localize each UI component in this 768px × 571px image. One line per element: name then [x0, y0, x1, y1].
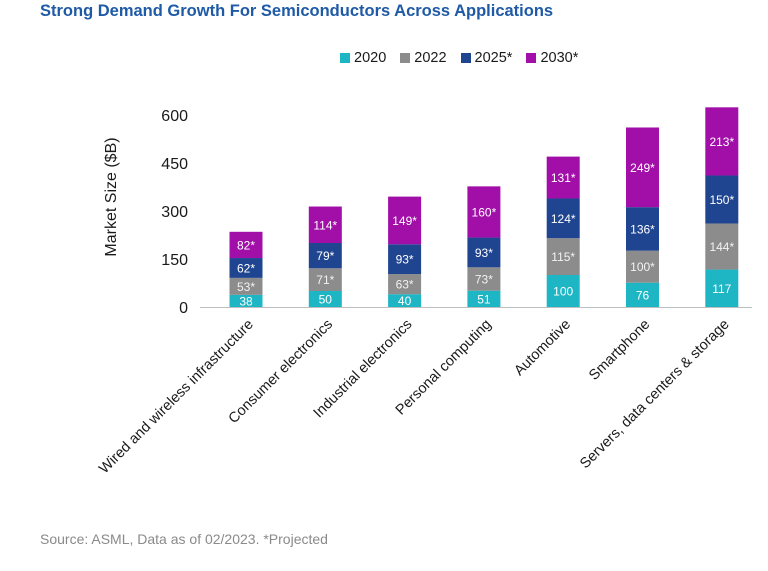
bar-segment-2022	[546, 238, 580, 275]
bar-segment-2020	[388, 294, 422, 307]
bar-segment-2020	[705, 269, 739, 307]
data-label: 73*	[475, 273, 493, 287]
legend-item-2020: 2020	[340, 50, 386, 66]
bar-segment-2022	[705, 223, 739, 270]
data-label: 82*	[237, 238, 255, 252]
bar-segment-2025	[546, 198, 580, 239]
bar-segment-2025	[308, 243, 342, 269]
data-label: 93*	[396, 253, 414, 267]
data-label: 79*	[316, 249, 334, 263]
data-label: 100*	[630, 260, 655, 274]
y-tick-label: 0	[179, 300, 188, 317]
legend-swatch-2020	[340, 53, 350, 63]
data-label: 136*	[630, 222, 655, 236]
data-label: 51	[477, 292, 491, 306]
x-tick-label: Wired and wireless infrastructure	[96, 317, 257, 478]
bar-segment-2025	[467, 237, 501, 268]
data-label: 144*	[709, 240, 734, 254]
x-tick-label: Servers, data centers & storage	[577, 317, 732, 472]
legend-label-2020: 2020	[354, 50, 387, 66]
data-label: 131*	[551, 171, 576, 185]
bar-segment-2030	[229, 231, 263, 259]
bar-segment-2030	[546, 156, 580, 199]
legend-item-2030: 2030*	[526, 50, 578, 66]
data-label: 117	[712, 282, 731, 296]
data-label: 160*	[472, 205, 497, 219]
data-label: 93*	[475, 246, 493, 260]
y-tick-label: 450	[161, 156, 188, 173]
legend-swatch-2022	[400, 53, 411, 63]
x-tick-label: Smartphone	[586, 317, 653, 384]
bar-segment-2025	[705, 175, 739, 224]
bar-segment-2025	[388, 244, 422, 275]
bar-segment-2025	[626, 207, 659, 251]
bar-segment-2022	[229, 277, 263, 295]
data-label: 63*	[396, 278, 414, 292]
bar-segment-2020	[626, 282, 659, 307]
bar-segment-2020	[467, 290, 501, 307]
data-label: 115*	[551, 250, 575, 264]
data-label: 124*	[551, 212, 576, 226]
y-tick-label: 150	[161, 252, 188, 269]
legend-label-2030: 2030*	[540, 50, 579, 66]
data-label: 53*	[237, 280, 255, 294]
legend-label-2022: 2022	[414, 50, 447, 66]
data-label: 213*	[709, 135, 734, 149]
data-label: 71*	[316, 273, 334, 287]
bar-segment-2020	[546, 275, 580, 307]
y-tick-label: 300	[161, 204, 188, 221]
bar-segment-2022	[467, 267, 501, 291]
data-label: 150*	[709, 193, 734, 207]
y-axis-label: Market Size ($B)	[103, 137, 120, 256]
bar-segment-2030	[388, 196, 422, 245]
data-label: 50	[319, 293, 333, 307]
bar-segment-2020	[308, 291, 342, 307]
bar-segment-2022	[308, 268, 342, 291]
data-label: 100	[553, 285, 573, 299]
bar-segment-2030	[705, 107, 739, 176]
legend-label-2025: 2025*	[474, 50, 513, 66]
data-label: 76	[636, 288, 650, 302]
data-label: 114*	[313, 218, 337, 232]
bar-segment-2030	[626, 127, 659, 208]
legend-item-2025: 2025*	[460, 50, 513, 66]
bar-segment-2022	[626, 250, 659, 283]
data-label: 149*	[392, 214, 417, 228]
bar-segment-2030	[467, 186, 501, 238]
legend-item-2022: 2022	[400, 50, 447, 66]
data-label: 40	[398, 294, 412, 308]
bar-segment-2030	[308, 206, 342, 243]
data-label: 38	[239, 294, 253, 308]
chart-title: Strong Demand Growth For Semiconductors …	[40, 2, 554, 20]
legend-swatch-2030	[526, 53, 537, 63]
data-label: 62*	[237, 261, 255, 275]
legend-swatch-2025	[460, 53, 471, 63]
y-tick-label: 600	[161, 108, 188, 125]
bar-segment-2022	[388, 274, 422, 295]
data-label: 249*	[630, 161, 655, 175]
source-note: Source: ASML, Data as of 02/2023. *Proje…	[40, 531, 328, 547]
bar-segment-2025	[229, 258, 263, 278]
legend: 2020 2022 2025* 2030*	[340, 50, 578, 66]
x-tick-label: Automotive	[511, 317, 574, 380]
bar-segment-2020	[229, 294, 263, 307]
